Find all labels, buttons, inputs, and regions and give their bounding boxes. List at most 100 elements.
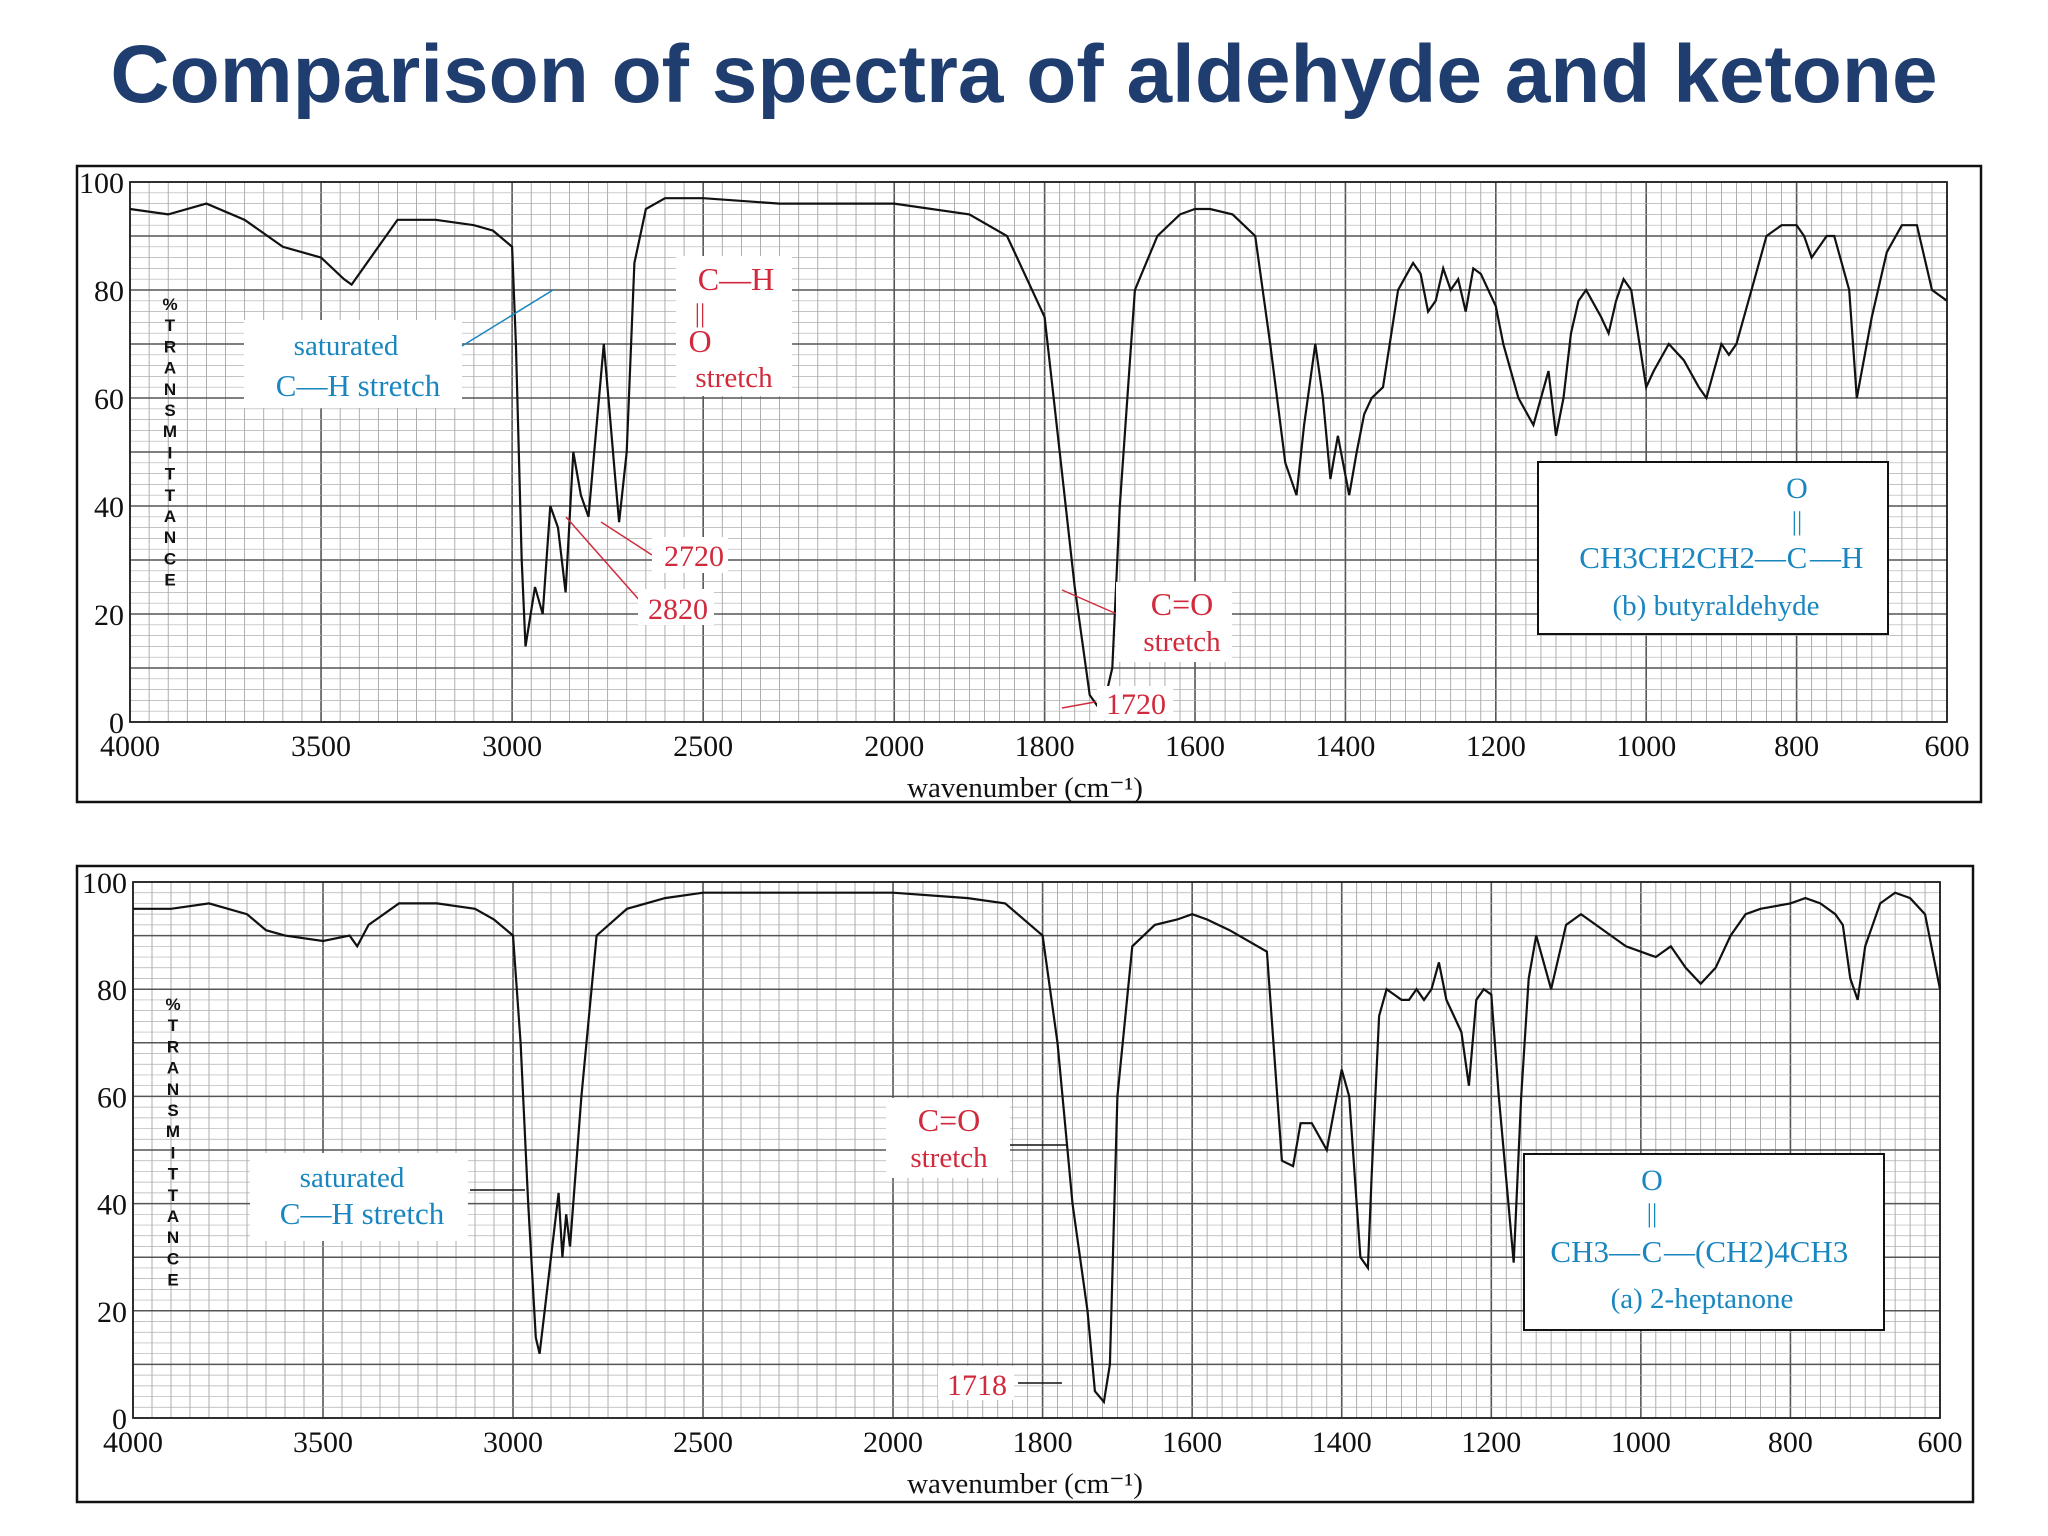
plot-area — [129, 181, 1948, 723]
aldehyde-ch-annotation: C—H || O stretch — [676, 256, 792, 396]
x-tick-label: 1400 — [1315, 730, 1375, 763]
transmittance-trace — [129, 197, 1948, 708]
compound-name: (a) 2-heptanone — [1611, 1283, 1794, 1315]
y-label-char: T — [165, 316, 176, 335]
compound-name: (b) butyraldehyde — [1613, 590, 1820, 622]
y-label-char: S — [164, 401, 175, 420]
y-label-char: S — [167, 1101, 178, 1120]
x-tick-label: 800 — [1768, 1426, 1813, 1459]
structure-left: CH3— — [1550, 1234, 1641, 1269]
y-tick-label: 60 — [94, 383, 124, 416]
y-label-char: N — [164, 528, 176, 547]
y-label-char: A — [167, 1059, 179, 1078]
x-tick-label: 3500 — [291, 730, 351, 763]
structure-oxygen: O — [1786, 472, 1808, 505]
y-label-char: I — [168, 443, 173, 462]
x-tick-label: 2000 — [864, 730, 924, 763]
peak-1718-annotation: 1718 — [938, 1366, 1062, 1402]
x-tick-label: 1200 — [1466, 730, 1526, 763]
aldehyde-ch-label: C—H — [698, 261, 774, 297]
x-axis-label: wavenumber (cm⁻¹) — [907, 1468, 1143, 1500]
peak-2820-label: 2820 — [648, 593, 708, 626]
x-tick-label: 2500 — [673, 730, 733, 763]
x-tick-label: 4000 — [103, 1426, 163, 1459]
y-label-char: % — [165, 995, 180, 1014]
x-tick-label: 1600 — [1165, 730, 1225, 763]
x-tick-label: 3500 — [293, 1426, 353, 1459]
y-label-char: T — [168, 1165, 179, 1184]
carbonyl-stretch-label: stretch — [910, 1142, 988, 1174]
structure-carbon: C — [1787, 540, 1808, 575]
y-label-char: T — [168, 1016, 179, 1035]
y-tick-label: 80 — [94, 275, 124, 308]
y-tick-label: 80 — [97, 974, 127, 1007]
y-label-char: R — [167, 1037, 179, 1056]
y-label-char: M — [166, 1122, 180, 1141]
y-tick-label: 100 — [79, 167, 124, 200]
saturated-label: saturated — [294, 330, 399, 362]
x-tick-label: 4000 — [100, 730, 160, 763]
x-tick-label: 1000 — [1616, 730, 1676, 763]
structure-carbon: C — [1642, 1234, 1663, 1269]
x-tick-label: 600 — [1925, 730, 1970, 763]
structure-right: —(CH2)4CH3 — [1663, 1234, 1848, 1269]
x-tick-label: 2000 — [863, 1426, 923, 1459]
slide-title: Comparison of spectra of aldehyde and ke… — [110, 29, 1938, 120]
y-tick-label: 40 — [94, 491, 124, 524]
peak-2820-annotation: 2820 — [565, 516, 714, 626]
y-label-char: C — [167, 1249, 179, 1268]
y-tick-label: 60 — [97, 1081, 127, 1114]
saturated-ch-annotation: saturated C—H stretch — [250, 1153, 525, 1241]
y-tick-label: 20 — [97, 1296, 127, 1329]
carbonyl-annotation-bottom: C=O stretch — [886, 1098, 1066, 1178]
x-tick-label: 1600 — [1162, 1426, 1222, 1459]
y-label-char: A — [167, 1207, 179, 1226]
x-tick-label: 1000 — [1611, 1426, 1671, 1459]
y-label-char: I — [171, 1143, 176, 1162]
structure-double-bond: || — [1792, 507, 1802, 536]
transmittance-trace — [133, 891, 1942, 1405]
peak-1720-annotation: 1720 — [1061, 686, 1173, 721]
peak-2720-annotation: 2720 — [600, 521, 728, 573]
x-tick-label: 600 — [1918, 1426, 1963, 1459]
peak-1718-label: 1718 — [947, 1369, 1007, 1402]
y-tick-label: 20 — [94, 599, 124, 632]
ch-stretch-label: C—H stretch — [276, 368, 441, 403]
aldehyde-stretch-label: stretch — [695, 362, 773, 394]
carbonyl-label: C=O — [918, 1102, 981, 1138]
peak-2720-label: 2720 — [664, 540, 724, 573]
y-label-char: T — [165, 486, 176, 505]
structure-oxygen: O — [1641, 1164, 1663, 1197]
structure-right: —H — [1809, 540, 1863, 575]
carbonyl-stretch-label: stretch — [1143, 626, 1221, 658]
y-label-char: N — [167, 1228, 179, 1247]
y-label-char: E — [167, 1271, 178, 1290]
x-tick-label: 1800 — [1015, 730, 1075, 763]
y-tick-label: 100 — [82, 867, 127, 900]
y-label-char: T — [165, 465, 176, 484]
y-tick-label: 0 — [112, 1403, 127, 1436]
y-tick-label: 0 — [109, 707, 124, 740]
carbonyl-label: C=O — [1151, 586, 1214, 622]
carbonyl-annotation-top: C=O stretch — [1061, 582, 1232, 662]
y-label-char: C — [164, 549, 176, 568]
chart-frame — [75, 864, 1975, 1504]
y-label-char: A — [164, 359, 176, 378]
aldehyde-oxygen-label: O — [688, 323, 711, 359]
aldehyde-bond-label: || — [695, 299, 705, 328]
saturated-label: saturated — [300, 1162, 405, 1194]
x-axis-label: wavenumber (cm⁻¹) — [907, 772, 1143, 804]
structure-left: CH3CH2CH2— — [1579, 540, 1787, 575]
y-label-char: N — [167, 1080, 179, 1099]
y-label-char: E — [164, 571, 175, 590]
butyraldehyde-structure-box: O || CH3CH2CH2— C —H (b) butyraldehyde — [1537, 461, 1889, 635]
y-label-char: % — [162, 295, 177, 314]
y-label-char: R — [164, 337, 176, 356]
x-tick-label: 3000 — [483, 1426, 543, 1459]
saturated-ch-annotation: saturated C—H stretch — [244, 289, 554, 408]
y-label-char: A — [164, 507, 176, 526]
